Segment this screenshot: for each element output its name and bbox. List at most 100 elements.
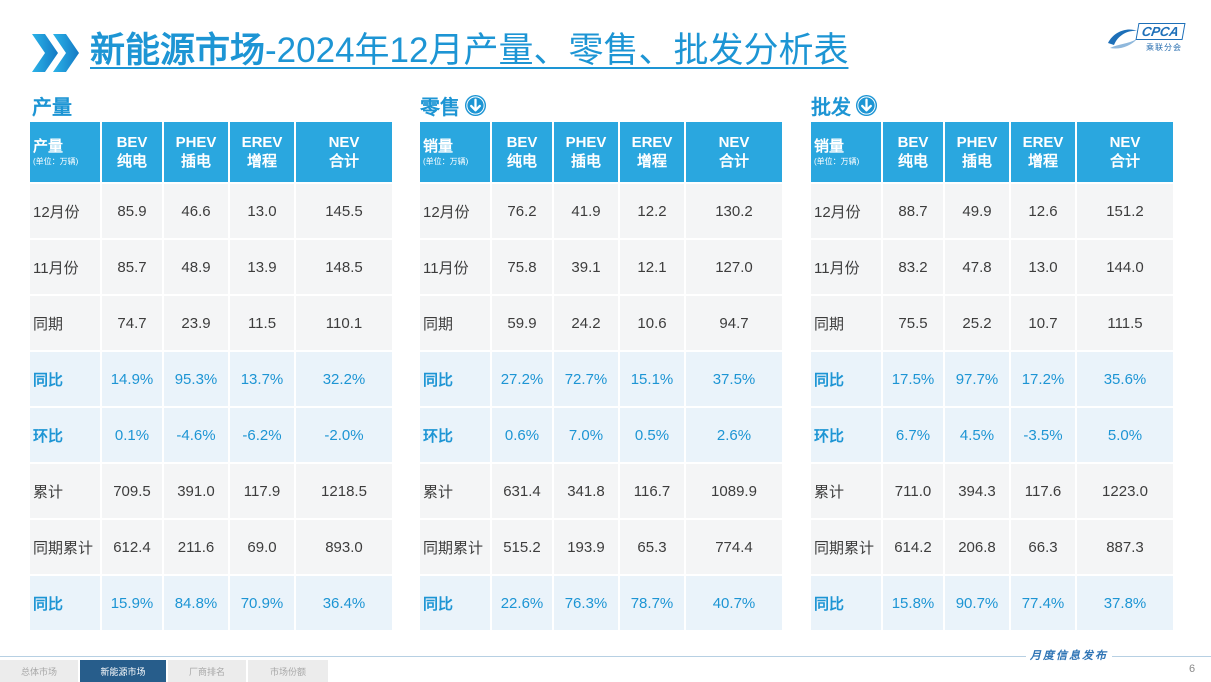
table-cell: 69.0	[230, 520, 294, 574]
header-metric-cell: 销量 (单位：万辆)	[420, 122, 490, 182]
table-cell: 15.8%	[883, 576, 943, 630]
table-cell: 23.9	[164, 296, 228, 350]
table-cell: 631.4	[492, 464, 552, 518]
table-cell: 110.1	[296, 296, 392, 350]
table-cell: 22.6%	[492, 576, 552, 630]
row-label: 11月份	[420, 240, 490, 294]
table-cell: -2.0%	[296, 408, 392, 462]
nav-tab-overall-market[interactable]: 总体市场	[0, 660, 78, 682]
wholesale-table-grid: 销量 (单位：万辆) BEV 纯电 PHEV 插电 EREV 增程 NEV 合计 12月份 88.7 4…	[811, 122, 1173, 630]
table-cell: 394.3	[945, 464, 1009, 518]
table-cell: 193.9	[554, 520, 618, 574]
row-label: 11月份	[30, 240, 100, 294]
table-cell: 49.9	[945, 184, 1009, 238]
row-label: 同期	[811, 296, 881, 350]
header-cell-phev: PHEV 插电	[945, 122, 1009, 182]
table-cell: 774.4	[686, 520, 782, 574]
table-cell: 59.9	[492, 296, 552, 350]
table-cell: 76.2	[492, 184, 552, 238]
table-cell: 6.7%	[883, 408, 943, 462]
row-label: 累计	[30, 464, 100, 518]
table-cell: 117.9	[230, 464, 294, 518]
table-cell: 32.2%	[296, 352, 392, 406]
cpca-swoosh-icon	[1108, 29, 1137, 49]
table-cell: 75.8	[492, 240, 552, 294]
table-cell: 145.5	[296, 184, 392, 238]
header-col-name: 纯电	[116, 153, 147, 170]
row-label: 12月份	[30, 184, 100, 238]
header-col-name: 插电	[961, 153, 992, 170]
page-number: 6	[1189, 663, 1196, 675]
header-cell-phev: PHEV 插电	[554, 122, 618, 182]
table-cell: 211.6	[164, 520, 228, 574]
header-col-code: PHEV	[956, 134, 998, 151]
table-cell: 75.5	[883, 296, 943, 350]
table-cell: 97.7%	[945, 352, 1009, 406]
row-label: 12月份	[811, 184, 881, 238]
page-title-topic: 新能源市场	[90, 31, 266, 70]
header-col-code: EREV	[241, 134, 283, 151]
table-cell: 90.7%	[945, 576, 1009, 630]
header-cell-phev: PHEV 插电	[164, 122, 228, 182]
header-col-code: EREV	[631, 134, 673, 151]
header-col-code: NEV	[1109, 134, 1141, 151]
table-cell: -4.6%	[164, 408, 228, 462]
nav-tab-nev-market[interactable]: 新能源市场	[80, 660, 166, 682]
section-title-label: 产量	[32, 96, 72, 119]
header-metric-cell: 销量 (单位：万辆)	[811, 122, 881, 182]
table-cell: 391.0	[164, 464, 228, 518]
table-cell: 36.4%	[296, 576, 392, 630]
table-cell: 148.5	[296, 240, 392, 294]
row-label: 同期累计	[811, 520, 881, 574]
table-cell: 17.2%	[1011, 352, 1075, 406]
table-cell: 11.5	[230, 296, 294, 350]
header-metric-label: 销量	[423, 137, 454, 155]
table-cell: 74.7	[102, 296, 162, 350]
table-cell: 144.0	[1077, 240, 1173, 294]
row-label: 12月份	[420, 184, 490, 238]
table-cell: 130.2	[686, 184, 782, 238]
header-col-code: NEV	[718, 134, 750, 151]
row-label: 同期	[420, 296, 490, 350]
header-unit-label: (单位：万辆)	[423, 156, 469, 166]
cpca-logo: CPCA 乘联分会	[1106, 22, 1198, 54]
table-cell: 70.9%	[230, 576, 294, 630]
header-col-name: 合计	[328, 153, 359, 170]
retail-table-grid: 销量 (单位：万辆) BEV 纯电 PHEV 插电 EREV 增程 NEV 合计 12月份 76.2 4…	[420, 122, 782, 630]
header-col-code: BEV	[506, 134, 538, 151]
bottom-nav: 总体市场 新能源市场 厂商排名 市场份额	[0, 660, 328, 682]
row-label: 同比	[30, 576, 100, 630]
header-cell-nev: NEV 合计	[686, 122, 782, 182]
header-col-name: 插电	[570, 153, 601, 170]
table-cell: 10.7	[1011, 296, 1075, 350]
table-cell: 515.2	[492, 520, 552, 574]
header-col-code: BEV	[116, 134, 148, 151]
retail-table: 销量 (单位：万辆) BEV 纯电 PHEV 插电 EREV 增程 NEV 合计 12月份 76.2 4…	[420, 122, 782, 630]
table-cell: 151.2	[1077, 184, 1173, 238]
table-cell: 12.2	[620, 184, 684, 238]
header-cell-bev: BEV 纯电	[883, 122, 943, 182]
table-cell: 46.6	[164, 184, 228, 238]
table-cell: 1218.5	[296, 464, 392, 518]
header-col-name: 增程	[636, 153, 667, 170]
production-table-grid: 产量 (单位：万辆) BEV 纯电 PHEV 插电 EREV 增程 NEV 合计 12月份 85.9 4…	[30, 122, 392, 630]
row-label: 累计	[420, 464, 490, 518]
table-cell: -3.5%	[1011, 408, 1075, 462]
table-cell: 15.1%	[620, 352, 684, 406]
row-label: 同期累计	[420, 520, 490, 574]
table-cell: 4.5%	[945, 408, 1009, 462]
header-col-name: 纯电	[897, 153, 928, 170]
table-cell: 893.0	[296, 520, 392, 574]
table-cell: 37.5%	[686, 352, 782, 406]
table-cell: 78.7%	[620, 576, 684, 630]
double-chevron-right-icon	[32, 34, 80, 72]
table-cell: 94.7	[686, 296, 782, 350]
table-cell: 37.8%	[1077, 576, 1173, 630]
table-cell: 117.6	[1011, 464, 1075, 518]
header-unit-label: (单位：万辆)	[814, 156, 860, 166]
table-cell: 206.8	[945, 520, 1009, 574]
nav-tab-maker-ranking[interactable]: 厂商排名	[168, 660, 246, 682]
nav-tab-market-share[interactable]: 市场份额	[248, 660, 328, 682]
table-cell: 12.6	[1011, 184, 1075, 238]
table-cell: 0.5%	[620, 408, 684, 462]
